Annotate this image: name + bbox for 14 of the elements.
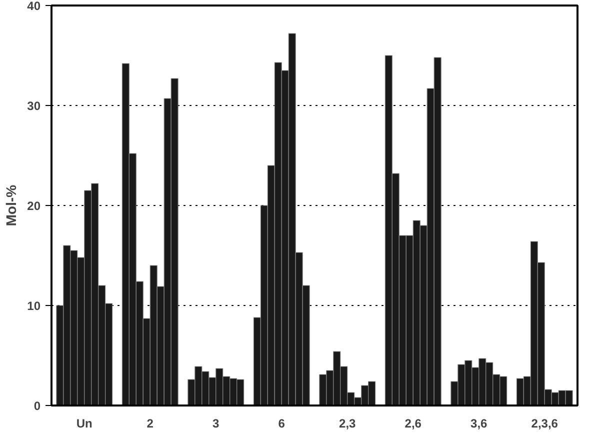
y-tick-label: 20 xyxy=(27,199,41,213)
y-tick-label: 0 xyxy=(34,399,41,413)
y-tick-label: 30 xyxy=(27,99,41,113)
y-axis-title: Mol-% xyxy=(3,184,20,226)
x-tick-label: 6 xyxy=(278,416,286,430)
x-tick-label: 3,6 xyxy=(470,416,488,430)
x-tick-label: 2,6 xyxy=(404,416,422,430)
x-tick-label: 2,3 xyxy=(339,416,356,430)
x-tick-label: Un xyxy=(76,416,92,430)
y-tick-label: 10 xyxy=(27,299,41,313)
x-tick-label: 2 xyxy=(146,416,154,430)
x-tick-label: 3 xyxy=(212,416,220,430)
y-tick-label: 40 xyxy=(27,0,41,13)
x-tick-label: 2,3,6 xyxy=(531,416,558,430)
